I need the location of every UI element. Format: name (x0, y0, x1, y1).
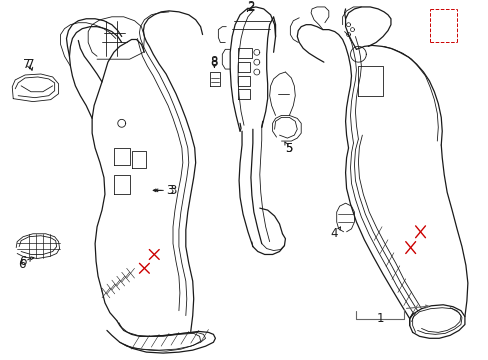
Text: 3: 3 (166, 184, 173, 197)
Text: 5: 5 (284, 143, 291, 156)
Text: 7: 7 (27, 58, 35, 71)
Text: 6: 6 (18, 258, 25, 271)
Text: 7: 7 (23, 58, 31, 71)
Text: 3: 3 (169, 184, 176, 197)
Text: 2: 2 (246, 0, 254, 13)
Text: 2: 2 (246, 1, 254, 14)
Text: 6: 6 (19, 255, 26, 268)
Text: 8: 8 (210, 56, 218, 69)
Text: 4: 4 (330, 227, 338, 240)
Text: 5: 5 (284, 143, 291, 156)
Text: 1: 1 (376, 312, 383, 325)
Text: 8: 8 (210, 55, 218, 68)
